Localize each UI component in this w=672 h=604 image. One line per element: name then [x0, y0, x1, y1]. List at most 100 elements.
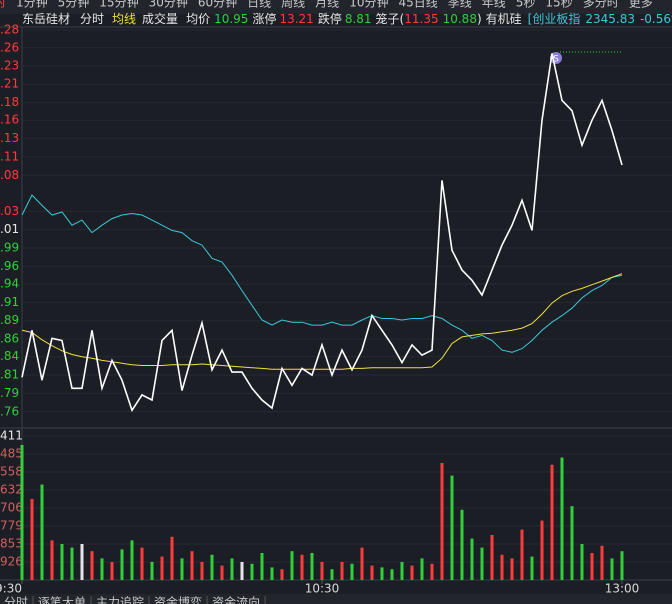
volume-bar [180, 558, 184, 580]
y-tick-label: .79 [0, 386, 19, 400]
cage-low: 10.88 [443, 12, 477, 26]
volume-bar [30, 498, 34, 580]
volume-bar [130, 540, 134, 580]
tab-bar [0, 594, 672, 604]
menu-item[interactable]: 周线 [281, 0, 305, 10]
bottom-tab[interactable]: 逐笔大单 [38, 595, 86, 604]
y-tick-label: .08 [0, 168, 19, 182]
y-tick-label: .89 [0, 313, 19, 327]
volume-bar [120, 549, 124, 580]
volume-bar [200, 561, 204, 580]
menu-item[interactable]: 30分钟 [149, 0, 188, 10]
volume-bar [290, 551, 294, 580]
cage-close: ) [477, 12, 482, 26]
volume-tick-label: 558 [0, 464, 23, 478]
volume-bar [150, 561, 154, 580]
menu: 时 1分钟 5分钟 15分钟 30分钟 60分钟 日线 周线 月线 10分钟 45日线 季线 年线 5秒 1… [0, 0, 653, 10]
price-line [21, 273, 623, 370]
volume-bar [260, 552, 264, 580]
x-tick-label: 10:30 [305, 582, 340, 596]
volume-bar [90, 551, 94, 580]
volume-bar [470, 538, 474, 580]
volume-bar [400, 561, 404, 580]
menu-item[interactable]: 年线 [482, 0, 506, 10]
price-line [21, 194, 623, 353]
volume-bar [350, 563, 354, 580]
volume-bar [410, 565, 414, 580]
volume-bar [460, 509, 464, 580]
menu-item[interactable]: 5秒 [516, 0, 536, 10]
menu-item[interactable]: 15分钟 [99, 0, 138, 10]
menu-item[interactable]: 日线 [247, 0, 271, 10]
limit-up: 13.21 [279, 12, 313, 26]
avg-value: 10.95 [214, 12, 248, 26]
limit-up-label: 涨停 [252, 11, 276, 26]
index-name[interactable]: [创业板指 [528, 11, 581, 26]
volume-bar [160, 556, 164, 580]
y-tick-label: .81 [0, 368, 19, 382]
menu-bar [0, 0, 672, 14]
volume-bar [250, 563, 254, 580]
y-tick-label: .94 [0, 276, 19, 290]
tab[interactable]: 分时 [80, 12, 104, 26]
menu-item[interactable]: 更多 [629, 0, 653, 10]
volume-bar [430, 563, 434, 580]
volume-bar [80, 543, 84, 580]
index-value: 2345.83 [585, 12, 635, 26]
volume-bar [170, 536, 174, 580]
y-tick-label: .84 [0, 349, 19, 363]
volume-bar [610, 558, 614, 580]
bottom-tab[interactable]: 资金流向 [212, 595, 260, 604]
volume-bar [40, 484, 44, 580]
volume-bar [550, 464, 554, 580]
menu-item[interactable]: 1分钟 [16, 0, 48, 10]
bottom-tab[interactable]: 分时 [4, 596, 28, 604]
volume-bar [450, 475, 454, 580]
volume-bar [390, 569, 394, 580]
menu-item[interactable]: 月线 [315, 0, 339, 10]
volume-bar [490, 534, 494, 580]
ma-label[interactable]: 均线 [112, 12, 136, 26]
menu-item[interactable]: 15秒 [545, 0, 572, 10]
volume-bar [220, 565, 224, 580]
volume-bar [280, 569, 284, 580]
y-tick-label: .18 [0, 95, 19, 109]
volume-tick-label: 926 [0, 554, 23, 568]
menu-item[interactable]: 45日线 [398, 0, 437, 10]
volume-bar [480, 547, 484, 580]
y-tick-label: .91 [0, 295, 19, 309]
volume-label[interactable]: 成交量 [142, 11, 178, 26]
price-line [21, 53, 623, 413]
y-tick-label: .26 [0, 40, 19, 54]
volume-bar [540, 520, 544, 580]
menu-item[interactable]: 时 [0, 0, 6, 10]
volume-bar [110, 561, 114, 580]
y-tick-label: .99 [0, 241, 19, 255]
volume-bar [20, 444, 24, 580]
sector[interactable]: 有机硅 [486, 12, 522, 26]
menu-item[interactable]: 多分时 [583, 0, 619, 10]
volume-bar [60, 543, 64, 580]
volume-bar [500, 554, 504, 580]
y-tick-label: .96 [0, 259, 19, 273]
bottom-tab[interactable]: 资金博弈 [154, 595, 202, 604]
y-tick-label: .13 [0, 131, 19, 145]
volume-bar [370, 565, 374, 580]
volume-tick-label: 485 [0, 446, 23, 460]
y-tick-label: .86 [0, 332, 19, 346]
menu-item[interactable]: 10分钟 [349, 0, 388, 10]
menu-item[interactable]: 60分钟 [198, 0, 237, 10]
y-tick-label: .21 [0, 77, 19, 91]
volume-bar [320, 561, 324, 580]
info-row: 东岳硅材 分时 均线 成交量 均价 10.95 涨停 13.21 跌停 8.81 笼子(11.35 1… [22, 11, 672, 26]
y-tick-label: .03 [0, 204, 19, 218]
signal-marker-label: S [553, 55, 559, 65]
menu-item[interactable]: 季线 [448, 0, 472, 10]
x-tick-label: 13:00 [605, 582, 640, 596]
volume-bar [590, 552, 594, 580]
y-tick-label: .16 [0, 113, 19, 127]
menu-item[interactable]: 5分钟 [58, 0, 90, 10]
volume-bar [190, 551, 194, 580]
bottom-tab[interactable]: 主力追踪 [96, 595, 144, 604]
volume-bar [100, 558, 104, 580]
